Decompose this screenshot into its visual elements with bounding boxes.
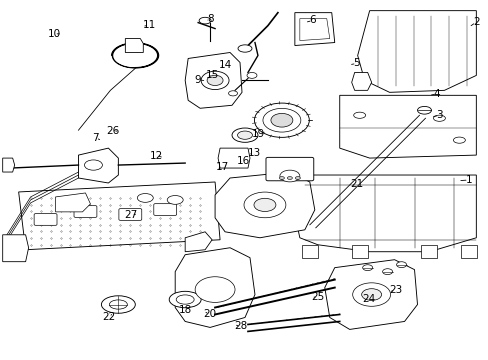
Ellipse shape — [137, 194, 153, 202]
Ellipse shape — [254, 103, 309, 138]
Polygon shape — [125, 39, 143, 53]
FancyBboxPatch shape — [74, 206, 97, 217]
Ellipse shape — [279, 176, 284, 180]
Ellipse shape — [295, 176, 300, 180]
Text: 8: 8 — [206, 14, 213, 24]
Ellipse shape — [109, 300, 127, 309]
Text: 5: 5 — [353, 58, 359, 68]
Polygon shape — [218, 148, 249, 168]
Text: 10: 10 — [48, 29, 61, 39]
Text: 26: 26 — [106, 126, 119, 135]
Ellipse shape — [195, 277, 235, 302]
Ellipse shape — [452, 137, 465, 143]
Ellipse shape — [362, 265, 372, 271]
Text: 11: 11 — [142, 20, 156, 30]
Text: 28: 28 — [233, 321, 247, 331]
Polygon shape — [461, 245, 476, 258]
Ellipse shape — [201, 71, 228, 90]
Text: 7: 7 — [92, 133, 99, 143]
Polygon shape — [294, 13, 334, 45]
Text: 13: 13 — [247, 148, 260, 158]
Ellipse shape — [279, 170, 299, 182]
Ellipse shape — [244, 192, 285, 218]
Polygon shape — [2, 235, 29, 262]
Text: 9: 9 — [194, 75, 201, 85]
Text: 14: 14 — [218, 60, 231, 70]
Polygon shape — [301, 245, 317, 258]
Ellipse shape — [101, 296, 135, 313]
Text: 19: 19 — [251, 129, 264, 139]
Polygon shape — [56, 193, 90, 212]
FancyBboxPatch shape — [34, 213, 57, 225]
Ellipse shape — [396, 262, 406, 267]
Text: 15: 15 — [206, 70, 219, 80]
Ellipse shape — [237, 131, 252, 139]
Polygon shape — [351, 245, 367, 258]
Text: 22: 22 — [102, 312, 115, 322]
Text: 6: 6 — [309, 15, 315, 26]
Text: 3: 3 — [435, 111, 442, 121]
Ellipse shape — [176, 295, 194, 304]
Text: 21: 21 — [349, 179, 363, 189]
Polygon shape — [421, 245, 437, 258]
Ellipse shape — [84, 160, 102, 170]
Polygon shape — [19, 182, 220, 250]
Ellipse shape — [263, 108, 300, 132]
Polygon shape — [2, 158, 15, 172]
Ellipse shape — [270, 113, 292, 127]
Ellipse shape — [352, 283, 390, 306]
Ellipse shape — [246, 72, 256, 78]
Ellipse shape — [353, 112, 365, 118]
Polygon shape — [175, 248, 254, 328]
Ellipse shape — [238, 45, 251, 52]
Text: 4: 4 — [433, 89, 440, 99]
FancyBboxPatch shape — [119, 209, 142, 220]
Ellipse shape — [287, 176, 292, 180]
Ellipse shape — [253, 198, 275, 212]
Polygon shape — [294, 175, 475, 252]
Polygon shape — [215, 172, 314, 238]
Text: 24: 24 — [362, 294, 375, 304]
Polygon shape — [357, 11, 475, 92]
Ellipse shape — [228, 91, 237, 96]
Text: 23: 23 — [388, 285, 402, 296]
Text: 16: 16 — [236, 156, 250, 166]
Ellipse shape — [167, 195, 183, 204]
FancyBboxPatch shape — [154, 204, 176, 215]
Ellipse shape — [207, 75, 223, 86]
Text: 1: 1 — [465, 175, 471, 185]
Ellipse shape — [199, 17, 211, 24]
Ellipse shape — [169, 291, 201, 308]
Polygon shape — [339, 95, 475, 158]
Ellipse shape — [382, 269, 392, 275]
Text: 18: 18 — [178, 305, 191, 315]
Polygon shape — [351, 72, 371, 90]
Text: 17: 17 — [216, 162, 229, 172]
Text: 2: 2 — [472, 17, 478, 27]
Ellipse shape — [361, 289, 381, 301]
Text: 25: 25 — [310, 292, 324, 302]
Text: 27: 27 — [124, 210, 138, 220]
Polygon shape — [324, 260, 417, 329]
FancyBboxPatch shape — [265, 157, 313, 181]
Text: 20: 20 — [203, 310, 216, 319]
Polygon shape — [78, 148, 118, 183]
Ellipse shape — [232, 128, 258, 142]
Text: 12: 12 — [150, 150, 163, 161]
Polygon shape — [185, 53, 242, 108]
Ellipse shape — [417, 107, 430, 114]
Polygon shape — [185, 232, 212, 252]
Polygon shape — [299, 19, 329, 41]
Ellipse shape — [432, 115, 445, 121]
